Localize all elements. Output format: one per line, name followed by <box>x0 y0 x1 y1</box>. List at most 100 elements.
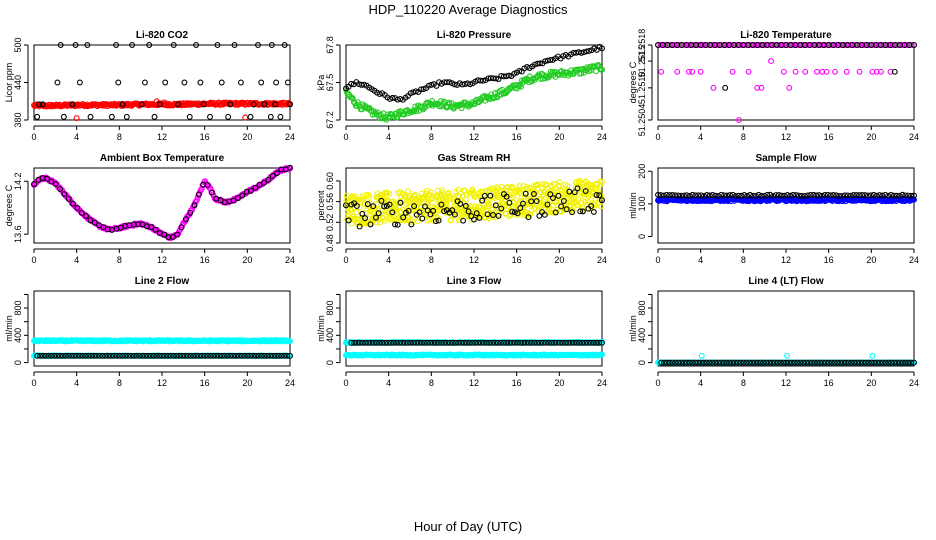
data-point <box>252 184 259 191</box>
series <box>655 42 917 48</box>
data-point <box>410 108 417 115</box>
data-point <box>514 210 521 217</box>
data-point <box>408 221 415 228</box>
series <box>343 351 605 359</box>
data-point <box>378 197 385 204</box>
y-tick-label: 0.56 <box>325 193 335 211</box>
data-point <box>471 216 477 223</box>
x-tick-label: 24 <box>909 132 919 142</box>
data-point <box>480 208 487 215</box>
y-tick-label: 0 <box>637 360 647 365</box>
data-point <box>586 48 593 54</box>
data-point <box>446 195 453 202</box>
x-tick-label: 24 <box>285 132 295 142</box>
x-tick-label: 4 <box>74 255 79 265</box>
data-point <box>407 90 414 97</box>
data-point <box>386 201 393 208</box>
data-point <box>856 68 863 75</box>
y-tick-label: 51.2518 <box>637 29 647 62</box>
data-point <box>869 352 876 359</box>
data-point <box>585 199 592 205</box>
y-tick-label: 800 <box>325 301 335 316</box>
data-point <box>513 82 519 89</box>
x-tick-label: 16 <box>824 378 834 388</box>
data-point <box>78 209 85 216</box>
data-point <box>237 79 244 86</box>
panel-title: Line 4 (LT) Flow <box>748 276 824 287</box>
data-point <box>74 205 81 211</box>
data-point <box>506 213 513 220</box>
x-tick-label: 12 <box>157 255 167 265</box>
data-point <box>207 113 213 120</box>
data-point <box>511 209 518 216</box>
x-tick-label: 8 <box>117 132 122 142</box>
data-point <box>57 186 63 193</box>
data-point <box>524 184 531 191</box>
data-point <box>599 45 605 52</box>
x-tick-label: 20 <box>242 132 252 142</box>
x-tick-label: 8 <box>741 378 746 388</box>
x-tick-label: 16 <box>200 255 210 265</box>
plot-frame <box>657 44 915 121</box>
y-tick-label: 380 <box>13 112 23 127</box>
panel-title: Gas Stream RH <box>438 153 511 164</box>
panel-title: Li-820 CO2 <box>136 30 189 41</box>
data-point <box>458 105 465 112</box>
x-tick-label: 0 <box>343 255 348 265</box>
data-point <box>509 184 516 191</box>
data-point <box>197 79 204 86</box>
data-point <box>161 231 168 238</box>
series <box>343 185 605 230</box>
data-point <box>441 208 447 215</box>
plot-frame <box>657 290 915 367</box>
data-point <box>218 79 225 86</box>
data-point <box>348 207 355 214</box>
data-point <box>287 101 293 108</box>
data-point <box>191 202 198 209</box>
data-point <box>400 214 407 221</box>
data-point <box>392 221 398 228</box>
data-point <box>44 175 50 182</box>
data-point <box>439 192 446 199</box>
data-point <box>525 214 532 221</box>
data-point <box>83 213 90 219</box>
data-point <box>427 189 434 196</box>
data-point <box>54 79 61 86</box>
data-point <box>843 68 850 75</box>
y-tick-label: 0.60 <box>325 172 335 190</box>
data-point <box>31 181 37 188</box>
data-point <box>578 200 585 206</box>
y-axis-label: ml/min <box>4 315 14 342</box>
series <box>34 42 293 120</box>
x-tick-label: 20 <box>242 378 252 388</box>
data-point <box>729 68 736 75</box>
data-point <box>397 95 404 102</box>
y-tick-label: 0 <box>325 360 335 365</box>
data-point <box>48 178 55 185</box>
data-point <box>57 42 64 48</box>
data-point <box>113 42 120 48</box>
data-point <box>60 113 67 120</box>
plot-frame <box>345 44 603 121</box>
data-point <box>549 69 556 76</box>
data-point <box>247 187 254 194</box>
series <box>31 337 293 345</box>
data-point <box>261 101 268 108</box>
data-point <box>558 203 565 210</box>
y-tick-label: 800 <box>637 301 647 316</box>
x-tick-label: 16 <box>512 132 522 142</box>
data-point <box>407 108 414 115</box>
data-point <box>182 216 189 223</box>
data-point <box>70 200 77 207</box>
data-point <box>265 176 272 183</box>
data-point <box>481 192 488 199</box>
data-point <box>674 68 681 75</box>
panel-title: Line 2 Flow <box>135 276 190 287</box>
data-point <box>506 199 513 206</box>
chart-panel: Gas Stream RH 0 4 8 12 16 20 24 0.48 0.52 0.56 0.60… <box>316 153 607 265</box>
x-tick-label: 24 <box>909 378 919 388</box>
x-tick-label: 8 <box>117 378 122 388</box>
data-point <box>786 84 793 91</box>
